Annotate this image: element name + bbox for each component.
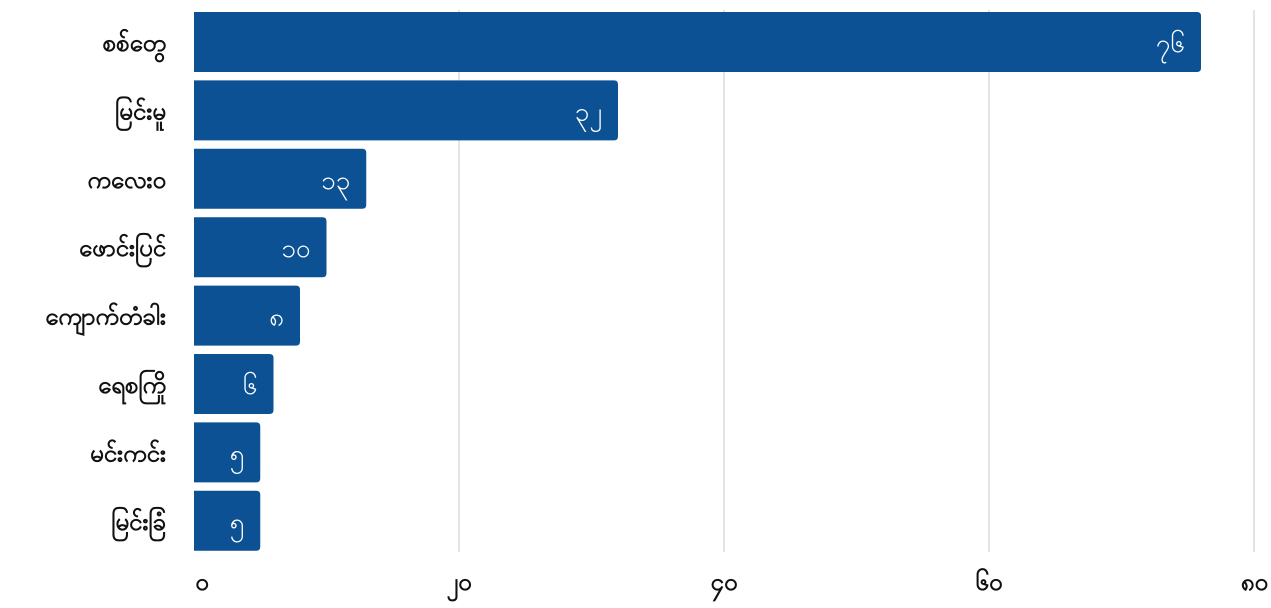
category-label: ကလေးဝ: [87, 166, 166, 194]
data-label: ၁၀: [281, 234, 311, 264]
x-tick-label: ၄၀: [711, 568, 738, 602]
category-label: စစ်တွေ: [103, 28, 166, 63]
data-label: ၆: [243, 369, 258, 401]
x-tick-label: ၂၀: [446, 568, 471, 602]
data-label: ၃၂: [575, 97, 603, 132]
data-label: ၈: [269, 303, 284, 333]
x-axis-ticks: ၀ ၂၀ ၄၀ ၆၀ ၈၀: [195, 567, 1268, 602]
data-label: ၅: [230, 439, 245, 474]
data-label: ၇၆: [1156, 27, 1186, 64]
category-label: ရေစကြို: [98, 369, 166, 405]
data-label: ၁၃: [321, 166, 350, 201]
category-label: မင်းကင်း: [90, 438, 166, 467]
data-label: ၅: [230, 508, 245, 543]
bar: [194, 490, 261, 551]
category-label: ဖောင်းပြင်: [79, 232, 166, 268]
gridlines: [458, 10, 1255, 552]
bar: [194, 12, 1201, 72]
category-label: မြင်းမူ: [115, 95, 166, 131]
bar: [194, 148, 367, 209]
bar: [194, 80, 618, 141]
bar: [194, 285, 300, 346]
x-tick-label: ၈၀: [1241, 568, 1268, 596]
category-label: ကျောက်တံခါး: [45, 302, 166, 336]
bars: [194, 12, 1201, 551]
category-label: မြင်းခြံ: [111, 506, 166, 542]
x-tick-label: ၀: [195, 568, 209, 596]
bar: [194, 354, 274, 414]
bar: [194, 217, 327, 278]
bar: [194, 422, 261, 483]
x-tick-label: ၆၀: [976, 567, 1003, 596]
category-labels: စစ်တွေမြင်းမူကလေးဝဖောင်းပြင်ကျောက်တံခါးရ…: [45, 28, 166, 542]
